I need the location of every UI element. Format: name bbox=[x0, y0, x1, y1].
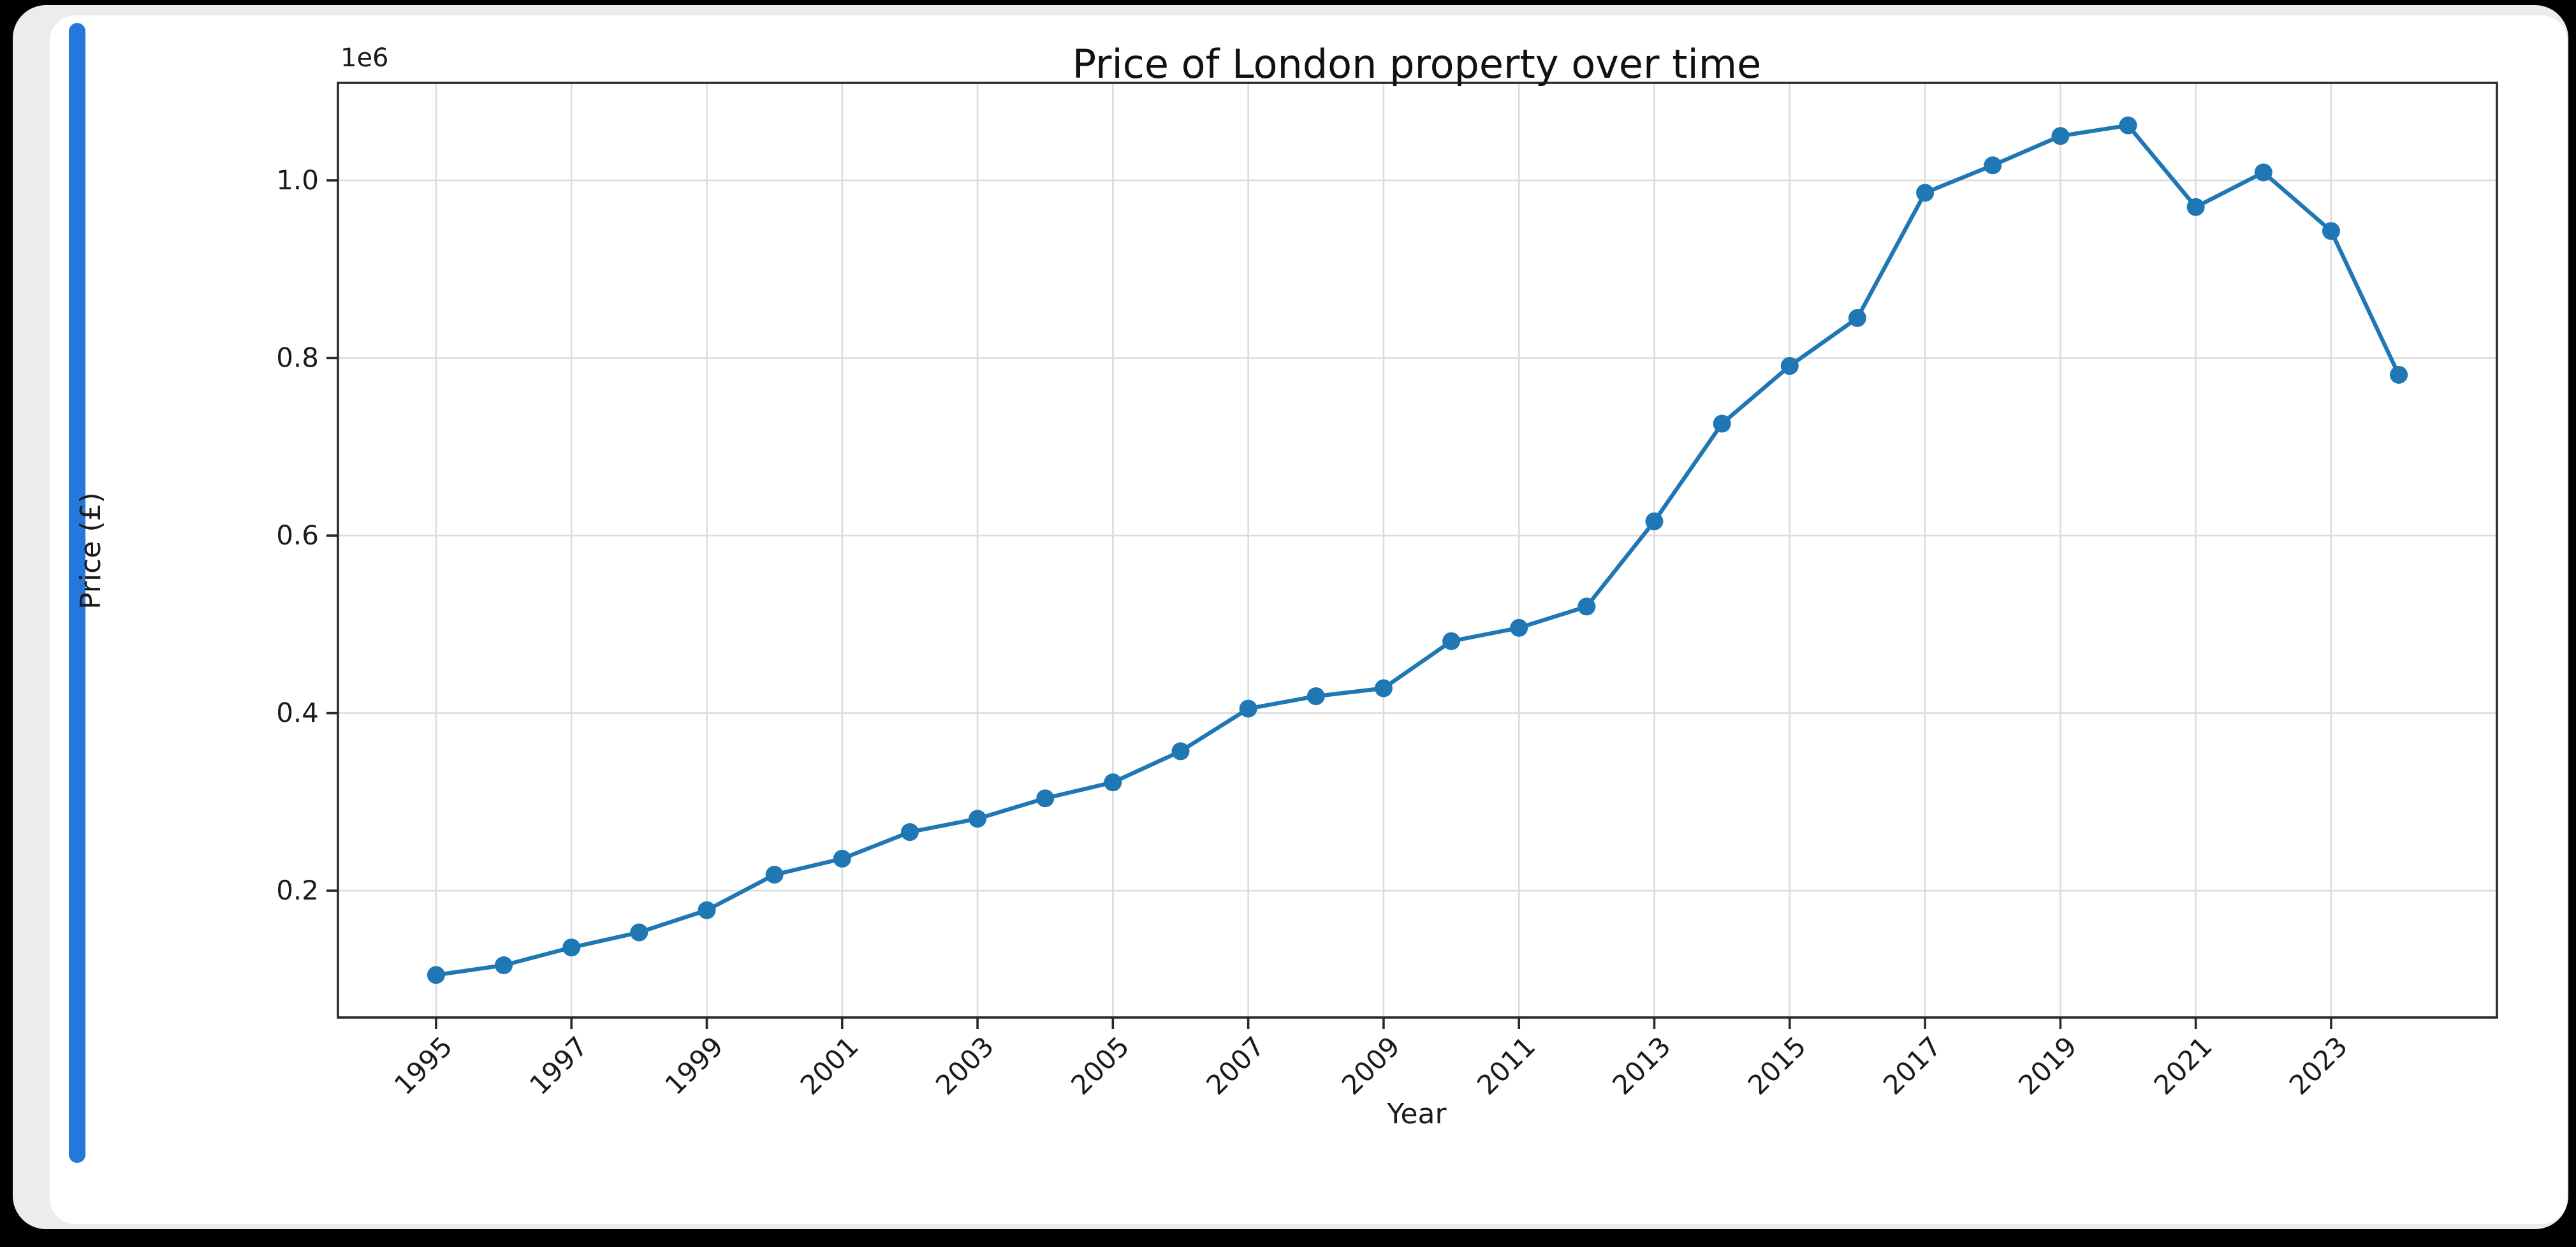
axes-spines bbox=[337, 82, 2498, 1019]
data-point-marker bbox=[495, 956, 513, 975]
x-tick-label: 2013 bbox=[1606, 1030, 1676, 1100]
data-point-marker bbox=[1171, 742, 1190, 761]
data-point-marker bbox=[2119, 116, 2137, 135]
scrollbar-accent-bar[interactable] bbox=[69, 23, 85, 1163]
data-point-marker bbox=[1984, 156, 2002, 175]
x-tick-label: 2019 bbox=[2012, 1030, 2082, 1100]
x-tick-label: 2015 bbox=[1742, 1030, 1812, 1100]
x-tick-label: 2003 bbox=[930, 1030, 1000, 1100]
data-point-marker bbox=[1577, 597, 1596, 616]
x-tick-label: 2017 bbox=[1877, 1030, 1947, 1100]
y-tick-label: 0.8 bbox=[276, 342, 319, 374]
x-tick-label: 2021 bbox=[2148, 1030, 2218, 1100]
x-tick-label: 2023 bbox=[2283, 1030, 2353, 1100]
y-axis-label: Price (£) bbox=[76, 492, 108, 609]
x-tick-label: 2009 bbox=[1336, 1030, 1406, 1100]
y-tick-label: 0.2 bbox=[276, 875, 319, 906]
y-tick-label: 1.0 bbox=[276, 164, 319, 196]
x-tick-label: 1999 bbox=[659, 1030, 729, 1100]
data-point-marker bbox=[1780, 357, 1799, 376]
data-point-marker bbox=[833, 849, 851, 868]
data-point-marker bbox=[2390, 365, 2408, 384]
data-point-marker bbox=[1036, 789, 1055, 808]
data-point-marker bbox=[1848, 309, 1866, 327]
price-line-series bbox=[434, 123, 2401, 977]
x-axis-label: Year bbox=[1387, 1099, 1447, 1131]
data-point-marker bbox=[1645, 512, 1664, 530]
data-point-marker bbox=[2254, 163, 2272, 182]
x-tick-label: 1997 bbox=[523, 1030, 594, 1100]
x-tick-label: 2011 bbox=[1471, 1030, 1541, 1100]
data-point-marker bbox=[630, 923, 648, 942]
x-tick-label: 1995 bbox=[388, 1030, 458, 1100]
data-point-marker bbox=[562, 938, 581, 957]
y-tick-label: 0.6 bbox=[276, 520, 319, 551]
x-tick-label: 2001 bbox=[794, 1030, 865, 1100]
window-frame bbox=[13, 5, 2568, 1229]
chart-title: Price of London property over time bbox=[1072, 42, 1762, 88]
data-point-marker bbox=[427, 966, 445, 984]
data-point-marker bbox=[1510, 618, 1528, 637]
x-tick-label: 2007 bbox=[1200, 1030, 1270, 1100]
x-tick-label: 2005 bbox=[1065, 1030, 1135, 1100]
data-point-marker bbox=[1713, 414, 1731, 433]
y-tick-label: 0.4 bbox=[276, 697, 319, 729]
data-point-marker bbox=[1374, 679, 1393, 697]
y-axis-offset-label: 1e6 bbox=[340, 42, 389, 73]
data-point-marker bbox=[2322, 222, 2340, 240]
data-point-marker bbox=[2186, 198, 2205, 216]
data-point-marker bbox=[1104, 773, 1122, 792]
card-surface bbox=[50, 15, 2567, 1224]
data-point-marker bbox=[1916, 184, 1935, 202]
data-point-marker bbox=[765, 865, 784, 884]
data-point-marker bbox=[1306, 687, 1325, 706]
data-point-marker bbox=[969, 810, 987, 828]
data-point-marker bbox=[900, 823, 919, 842]
data-point-marker bbox=[2051, 127, 2070, 145]
data-point-marker bbox=[698, 901, 716, 919]
data-point-marker bbox=[1239, 699, 1257, 718]
data-point-marker bbox=[1442, 632, 1461, 650]
